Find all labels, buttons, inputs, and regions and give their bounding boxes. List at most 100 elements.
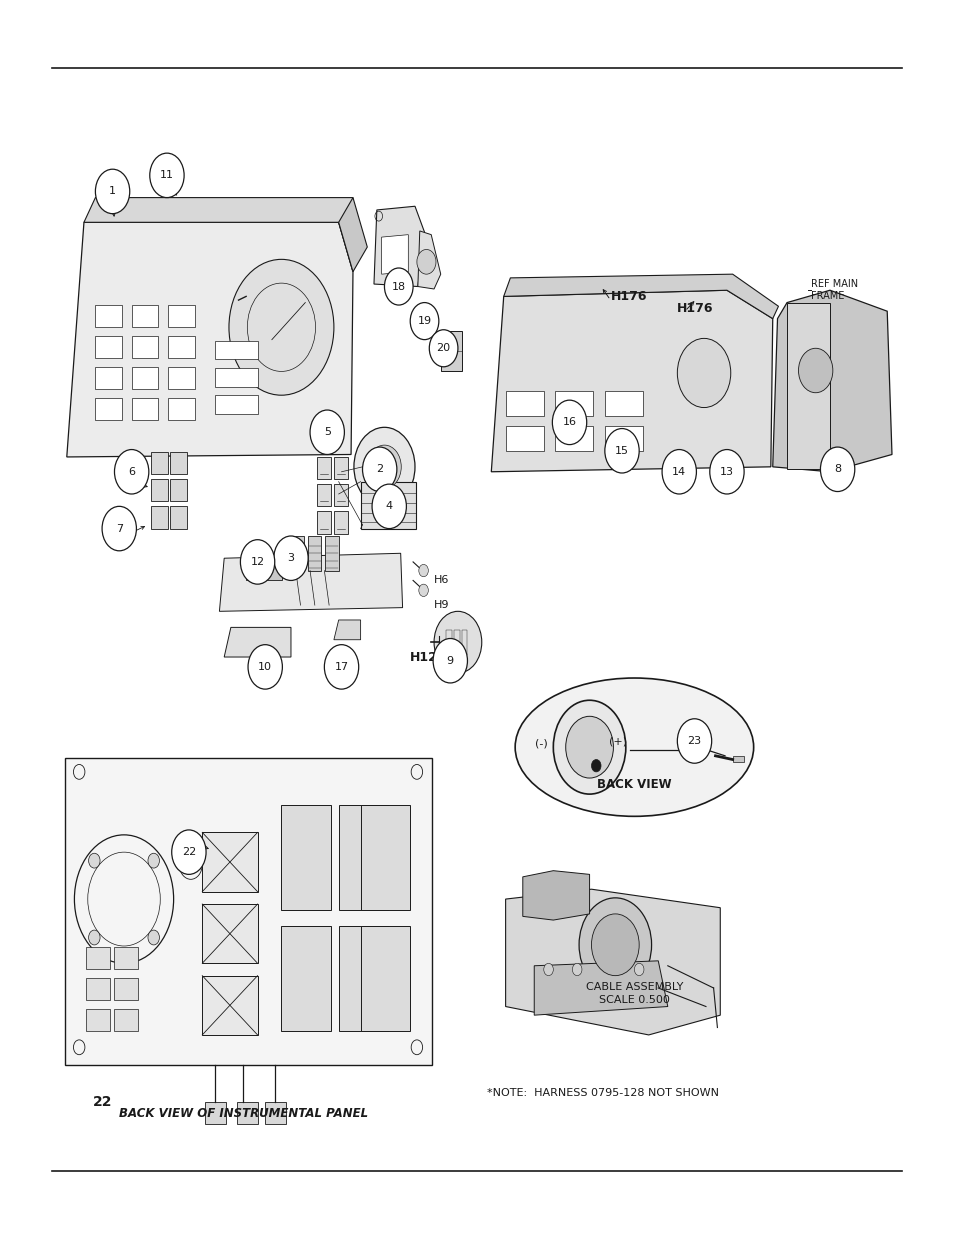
Circle shape (820, 447, 854, 492)
Polygon shape (95, 305, 122, 327)
Circle shape (543, 963, 553, 976)
FancyBboxPatch shape (170, 452, 187, 474)
FancyBboxPatch shape (114, 1009, 138, 1031)
FancyBboxPatch shape (360, 926, 410, 1031)
Polygon shape (168, 367, 194, 389)
Text: 2: 2 (375, 464, 383, 474)
Polygon shape (95, 336, 122, 358)
Text: 6: 6 (128, 467, 135, 477)
Text: 18: 18 (392, 282, 405, 291)
Circle shape (362, 447, 396, 492)
Polygon shape (168, 336, 194, 358)
Circle shape (148, 853, 159, 868)
Circle shape (604, 429, 639, 473)
FancyBboxPatch shape (202, 976, 257, 1035)
FancyBboxPatch shape (202, 904, 257, 963)
Circle shape (324, 645, 358, 689)
Circle shape (95, 169, 130, 214)
Text: 22: 22 (93, 1094, 112, 1109)
FancyBboxPatch shape (308, 536, 321, 571)
Circle shape (798, 348, 832, 393)
Text: 8: 8 (833, 464, 841, 474)
Polygon shape (132, 336, 158, 358)
Text: 11: 11 (160, 170, 173, 180)
FancyBboxPatch shape (338, 926, 388, 1031)
Text: H9: H9 (434, 600, 449, 610)
Circle shape (89, 930, 100, 945)
Polygon shape (604, 391, 642, 416)
Polygon shape (67, 222, 353, 457)
FancyBboxPatch shape (360, 805, 410, 910)
FancyBboxPatch shape (65, 758, 432, 1065)
Circle shape (709, 450, 743, 494)
Text: 20: 20 (436, 343, 450, 353)
FancyBboxPatch shape (440, 331, 461, 370)
FancyBboxPatch shape (334, 484, 348, 506)
FancyBboxPatch shape (86, 1009, 110, 1031)
Text: BACK VIEW: BACK VIEW (597, 778, 671, 790)
FancyBboxPatch shape (246, 561, 282, 580)
Circle shape (418, 564, 428, 577)
Polygon shape (214, 395, 257, 414)
Polygon shape (772, 290, 891, 472)
Circle shape (410, 303, 438, 340)
Circle shape (591, 914, 639, 976)
Text: 13: 13 (720, 467, 733, 477)
FancyBboxPatch shape (316, 511, 331, 534)
Circle shape (367, 445, 401, 489)
Polygon shape (786, 303, 829, 469)
FancyBboxPatch shape (114, 947, 138, 969)
Circle shape (416, 249, 436, 274)
Text: CABLE ASSEMBLY
SCALE 0.500: CABLE ASSEMBLY SCALE 0.500 (585, 982, 682, 1005)
Circle shape (677, 338, 730, 408)
Circle shape (634, 963, 643, 976)
FancyBboxPatch shape (732, 756, 743, 762)
Circle shape (240, 540, 274, 584)
Polygon shape (168, 305, 194, 327)
Polygon shape (555, 391, 593, 416)
Circle shape (578, 898, 651, 992)
Polygon shape (522, 871, 589, 920)
Circle shape (354, 427, 415, 506)
FancyBboxPatch shape (334, 511, 348, 534)
Polygon shape (168, 398, 194, 420)
Polygon shape (534, 961, 667, 1015)
FancyBboxPatch shape (170, 479, 187, 501)
Text: 17: 17 (335, 662, 348, 672)
Text: 9: 9 (446, 656, 454, 666)
Text: 22: 22 (182, 847, 195, 857)
Circle shape (229, 259, 334, 395)
FancyBboxPatch shape (202, 832, 257, 892)
Text: (-): (-) (535, 739, 548, 748)
Text: 12: 12 (251, 557, 264, 567)
FancyBboxPatch shape (291, 536, 304, 571)
Text: 19: 19 (417, 316, 431, 326)
Circle shape (429, 330, 457, 367)
Polygon shape (214, 368, 257, 387)
Circle shape (677, 719, 711, 763)
FancyBboxPatch shape (151, 506, 168, 529)
Polygon shape (95, 367, 122, 389)
Text: 5: 5 (323, 427, 331, 437)
FancyBboxPatch shape (170, 506, 187, 529)
Circle shape (310, 410, 344, 454)
Circle shape (565, 716, 613, 778)
Text: H12: H12 (410, 651, 437, 663)
Circle shape (553, 700, 625, 794)
Circle shape (148, 930, 159, 945)
Circle shape (114, 450, 149, 494)
Text: 23: 23 (687, 736, 700, 746)
Polygon shape (374, 206, 424, 287)
Text: H176: H176 (610, 290, 646, 303)
Polygon shape (505, 391, 543, 416)
Text: REF MAIN
FRAME: REF MAIN FRAME (810, 279, 857, 301)
Circle shape (150, 153, 184, 198)
FancyBboxPatch shape (281, 926, 331, 1031)
Polygon shape (338, 198, 367, 272)
FancyBboxPatch shape (325, 536, 338, 571)
Circle shape (661, 450, 696, 494)
Polygon shape (334, 620, 360, 640)
Polygon shape (381, 235, 408, 274)
Text: 10: 10 (258, 662, 272, 672)
Circle shape (172, 830, 206, 874)
